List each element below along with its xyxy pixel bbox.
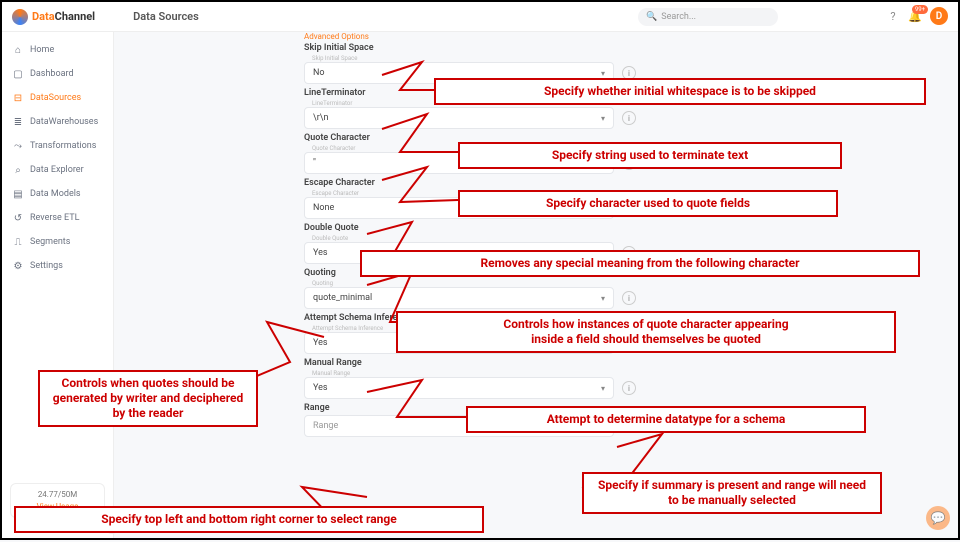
bell-icon[interactable]: 🔔99+ <box>908 9 922 23</box>
nav-icon: ⎍ <box>12 236 24 248</box>
annotation-double-quote: Controls how instances of quote characte… <box>396 311 896 353</box>
nav-icon: ⚙ <box>12 260 24 272</box>
sidebar-item-datawarehouses[interactable]: ≣ DataWarehouses <box>2 110 113 134</box>
sidebar-item-datasources[interactable]: ⊟ DataSources <box>2 86 113 110</box>
nav-icon: ↺ <box>12 212 24 224</box>
logo[interactable]: DataChannel <box>12 9 95 25</box>
logo-icon <box>12 9 28 25</box>
topbar: DataChannel Data Sources 🔍 Search... ? 🔔… <box>2 2 958 32</box>
chat-bubble-icon[interactable]: 💬 <box>926 506 950 530</box>
nav-label: Data Explorer <box>30 165 84 175</box>
chevron-down-icon: ▾ <box>601 294 605 303</box>
line-terminator-select[interactable]: \r\n▾ <box>304 107 614 129</box>
annotation-schema: Attempt to determine datatype for a sche… <box>466 406 866 433</box>
main: Advanced Options Skip Initial Space Skip… <box>114 32 958 538</box>
sidebar-item-data-models[interactable]: ▤ Data Models <box>2 182 113 206</box>
nav-icon: ⌂ <box>12 44 24 56</box>
sidebar-item-home[interactable]: ⌂ Home <box>2 38 113 62</box>
nav-label: Home <box>30 45 54 55</box>
nav-label: Reverse ETL <box>30 213 79 223</box>
sidebar: ⌂ Home ▢ Dashboard ⊟ DataSources ≣ DataWarehous… <box>2 32 114 538</box>
search-input[interactable]: 🔍 Search... <box>638 8 778 26</box>
sidebar-item-settings[interactable]: ⚙ Settings <box>2 254 113 278</box>
quoting-select[interactable]: quote_minimal▾ <box>304 287 614 309</box>
search-placeholder: Search... <box>661 12 696 22</box>
logo-text: DataChannel <box>32 10 95 23</box>
sidebar-item-dashboard[interactable]: ▢ Dashboard <box>2 62 113 86</box>
advanced-options-link[interactable]: Advanced Options <box>304 32 734 41</box>
nav-label: Segments <box>30 237 70 247</box>
topbar-right: ? 🔔99+ D <box>886 7 948 25</box>
nav-icon: ≣ <box>12 116 24 128</box>
manual-range-select[interactable]: Yes▾ <box>304 377 614 399</box>
usage-count: 24.77/50M <box>15 490 100 499</box>
chevron-down-icon: ▾ <box>601 114 605 123</box>
annotation-line-term: Specify string used to terminate text <box>458 142 842 169</box>
nav-icon: ⌕ <box>12 164 24 176</box>
sidebar-item-reverse-etl[interactable]: ↺ Reverse ETL <box>2 206 113 230</box>
notif-badge: 99+ <box>912 5 928 14</box>
info-icon[interactable]: i <box>622 291 636 305</box>
annotation-quote-char: Specify character used to quote fields <box>458 190 838 217</box>
nav-icon: ▢ <box>12 68 24 80</box>
field-manual-range: Manual Range Manual Range Yes▾ i <box>304 358 734 399</box>
chevron-down-icon: ▾ <box>601 384 605 393</box>
search-icon: 🔍 <box>646 12 657 22</box>
avatar[interactable]: D <box>930 7 948 25</box>
annotation-quoting: Controls when quotes should be generated… <box>38 370 258 427</box>
page-title: Data Sources <box>133 10 199 23</box>
nav-icon: ▤ <box>12 188 24 200</box>
nav-label: DataSources <box>30 93 81 103</box>
help-icon[interactable]: ? <box>886 9 900 23</box>
sidebar-item-transformations[interactable]: ⤳ Transformations <box>2 134 113 158</box>
annotation-escape: Removes any special meaning from the fol… <box>360 250 920 277</box>
info-icon[interactable]: i <box>622 381 636 395</box>
annotation-skip-space: Specify whether initial whitespace is to… <box>434 78 926 105</box>
annotation-range: Specify top left and bottom right corner… <box>14 506 484 533</box>
nav-icon: ⤳ <box>12 140 24 152</box>
sidebar-item-segments[interactable]: ⎍ Segments <box>2 230 113 254</box>
sidebar-item-data-explorer[interactable]: ⌕ Data Explorer <box>2 158 113 182</box>
nav-label: DataWarehouses <box>30 117 98 127</box>
chevron-down-icon: ▾ <box>601 69 605 78</box>
nav-label: Data Models <box>30 189 81 199</box>
nav-label: Transformations <box>30 141 96 151</box>
nav-label: Settings <box>30 261 63 271</box>
nav-label: Dashboard <box>30 69 74 79</box>
nav-icon: ⊟ <box>12 92 24 104</box>
annotation-manual-range: Specify if summary is present and range … <box>582 472 882 514</box>
info-icon[interactable]: i <box>622 111 636 125</box>
